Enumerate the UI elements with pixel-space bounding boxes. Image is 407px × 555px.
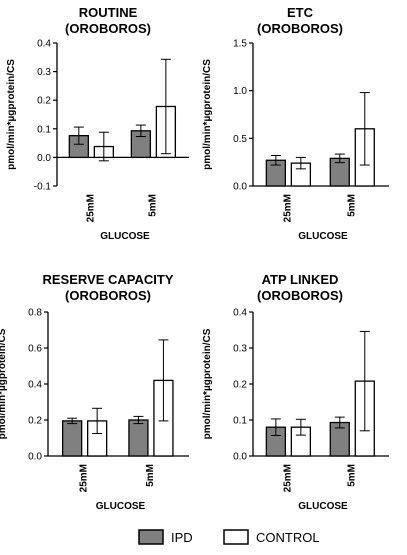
x-axis-label: GLUCOSE [298, 501, 348, 512]
y-tick-label: 1.5 [233, 39, 247, 50]
chart-title-line-1: (OROBOROS) [65, 21, 151, 36]
category-label-1: 5mM [346, 464, 357, 487]
category-label-0: 25mM [282, 464, 293, 492]
y-tick-label: 0.3 [233, 344, 247, 355]
y-axis-label: pmol/min*µgprotein/CS [202, 328, 213, 439]
category-label-1: 5mM [145, 464, 156, 487]
y-axis-label: pmol/min*µgprotein/CS [6, 59, 17, 170]
bar-ipd-0 [62, 420, 83, 457]
chart-title-line-0: ROUTINE [79, 5, 138, 20]
legend-label-ipd: IPD [171, 530, 193, 545]
y-tick-label: 0.3 [37, 67, 51, 78]
y-tick-label: 0.4 [37, 39, 51, 50]
y-tick-label: 0.4 [28, 380, 42, 391]
chart-panels: ROUTINE(OROBOROS)-0.10.00.10.20.30.4pmol… [0, 5, 389, 512]
x-axis-label: GLUCOSE [100, 231, 150, 242]
chart-title-line-1: (OROBOROS) [257, 288, 343, 303]
bar-ipd-1 [128, 419, 149, 457]
y-tick-label: 0.2 [28, 416, 42, 427]
legend: IPD CONTROL [138, 529, 320, 545]
category-label-0: 25mM [79, 464, 90, 492]
chart-title-line-1: (OROBOROS) [257, 21, 343, 36]
chart-panel-3: ATP LINKED(OROBOROS) 0.0 0.1 0.2 0.3 0.4 pmol/… [202, 272, 389, 512]
category-label-0: 25mM [282, 194, 293, 222]
y-tick-label: 0.0 [37, 153, 51, 164]
legend-label-control: CONTROL [256, 530, 320, 545]
y-tick-label: 0.2 [37, 96, 51, 107]
y-tick-label: 0.0 [28, 452, 42, 463]
chart-panel-0: ROUTINE(OROBOROS) -0.1 0.0 0.1 0.2 0.3 0.4 pmol… [6, 5, 189, 242]
y-tick-label: 0.0 [233, 452, 247, 463]
y-tick-label: 0.1 [37, 124, 51, 135]
legend-swatch-ipd [138, 529, 164, 545]
y-axis-label: pmol/min*µgprotein/CS [202, 59, 213, 170]
y-tick-label: 0.5 [233, 134, 247, 145]
y-tick-label: 0.0 [233, 182, 247, 193]
category-label-1: 5mM [346, 194, 357, 217]
y-tick-label: 0.8 [28, 308, 42, 319]
category-label-1: 5mM [147, 194, 158, 217]
y-axis-label: pmol/min*µgprotein/CS [0, 328, 8, 439]
chart-title-line-0: ATP LINKED [262, 272, 339, 287]
category-label-0: 25mM [85, 194, 96, 222]
chart-panel-1: ETC(OROBOROS) 0.0 0.5 1.0 1.5 pmol/min*µgprot… [202, 5, 389, 242]
y-tick-label: 0.6 [28, 344, 42, 355]
y-tick-label: 0.4 [233, 308, 247, 319]
y-tick-label: 0.1 [233, 416, 247, 427]
chart-title-line-0: RESERVE CAPACITY [43, 272, 174, 287]
x-axis-label: GLUCOSE [96, 501, 146, 512]
chart-panel-2: RESERVE CAPACITY(OROBOROS) 0.0 0.2 0.4 0.6 0.… [0, 272, 189, 512]
chart-title-line-0: ETC [287, 5, 314, 20]
legend-swatch-control [223, 529, 249, 545]
y-tick-label: 0.2 [233, 380, 247, 391]
y-tick-label: -0.1 [34, 182, 52, 193]
x-axis-label: GLUCOSE [298, 231, 348, 242]
y-tick-label: 1.0 [233, 86, 247, 97]
chart-title-line-1: (OROBOROS) [65, 288, 151, 303]
